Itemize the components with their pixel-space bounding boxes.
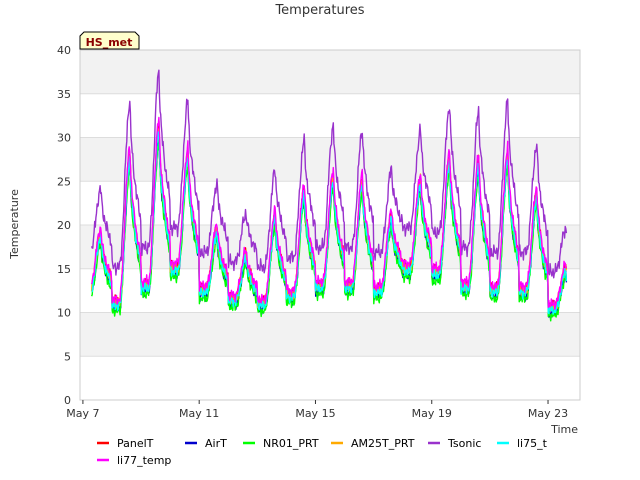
legend-label: li75_t — [517, 437, 548, 450]
legend-item-airt[interactable]: AirT — [185, 437, 227, 450]
legend-label: li77_temp — [117, 454, 171, 467]
y-tick-label: 10 — [57, 307, 71, 320]
plot-band — [80, 312, 580, 357]
x-tick-label: May 15 — [295, 407, 335, 420]
plot-band — [80, 50, 580, 94]
hs-met-badge: HS_met — [79, 31, 140, 50]
y-axis-title: Temperature — [8, 189, 21, 260]
x-tick-label: May 23 — [528, 407, 568, 420]
y-tick-label: 35 — [57, 88, 71, 101]
badge-shape — [79, 31, 140, 50]
legend-label: Tsonic — [447, 437, 481, 450]
y-tick-label: 20 — [57, 219, 71, 232]
x-axis-title: Time — [550, 423, 578, 436]
legend-item-nr01_prt[interactable]: NR01_PRT — [243, 437, 319, 450]
chart-title: Temperatures — [274, 3, 364, 18]
y-tick-label: 5 — [64, 350, 71, 363]
x-axis-ticks: May 7 May 11 May 15 May 19 May 23 — [66, 400, 568, 420]
y-tick-label: 25 — [57, 175, 71, 188]
legend-label: NR01_PRT — [263, 437, 319, 450]
y-axis-ticks: 0 5 10 15 20 25 30 35 40 — [57, 44, 71, 407]
legend-label: AM25T_PRT — [351, 437, 415, 450]
plot-frame — [79, 49, 581, 401]
legend-item-am25t_prt[interactable]: AM25T_PRT — [331, 437, 415, 450]
legend-item-li75_t[interactable]: li75_t — [497, 437, 548, 450]
legend-item-tsonic[interactable]: Tsonic — [428, 437, 481, 450]
series-layer — [90, 69, 568, 322]
badge-label: HS_met — [86, 36, 133, 49]
y-tick-label: 0 — [64, 394, 71, 407]
y-tick-label: 30 — [57, 132, 71, 145]
x-tick-label: May 19 — [412, 407, 452, 420]
y-tick-label: 15 — [57, 263, 71, 276]
legend-label: PanelT — [117, 437, 154, 450]
x-tick-label: May 7 — [66, 407, 99, 420]
x-tick-label: May 11 — [179, 407, 219, 420]
series-line-tsonic — [90, 69, 568, 279]
legend: PanelT AirT NR01_PRT AM25T_PRT Tsonic li75_tl… — [97, 437, 548, 467]
legend-item-li77_temp[interactable]: li77_temp — [97, 454, 171, 467]
series-line-li77_temp — [90, 116, 568, 310]
legend-label: AirT — [205, 437, 227, 450]
y-tick-label: 40 — [57, 44, 71, 57]
plot-band — [80, 225, 580, 269]
legend-item-panelt[interactable]: PanelT — [97, 437, 154, 450]
